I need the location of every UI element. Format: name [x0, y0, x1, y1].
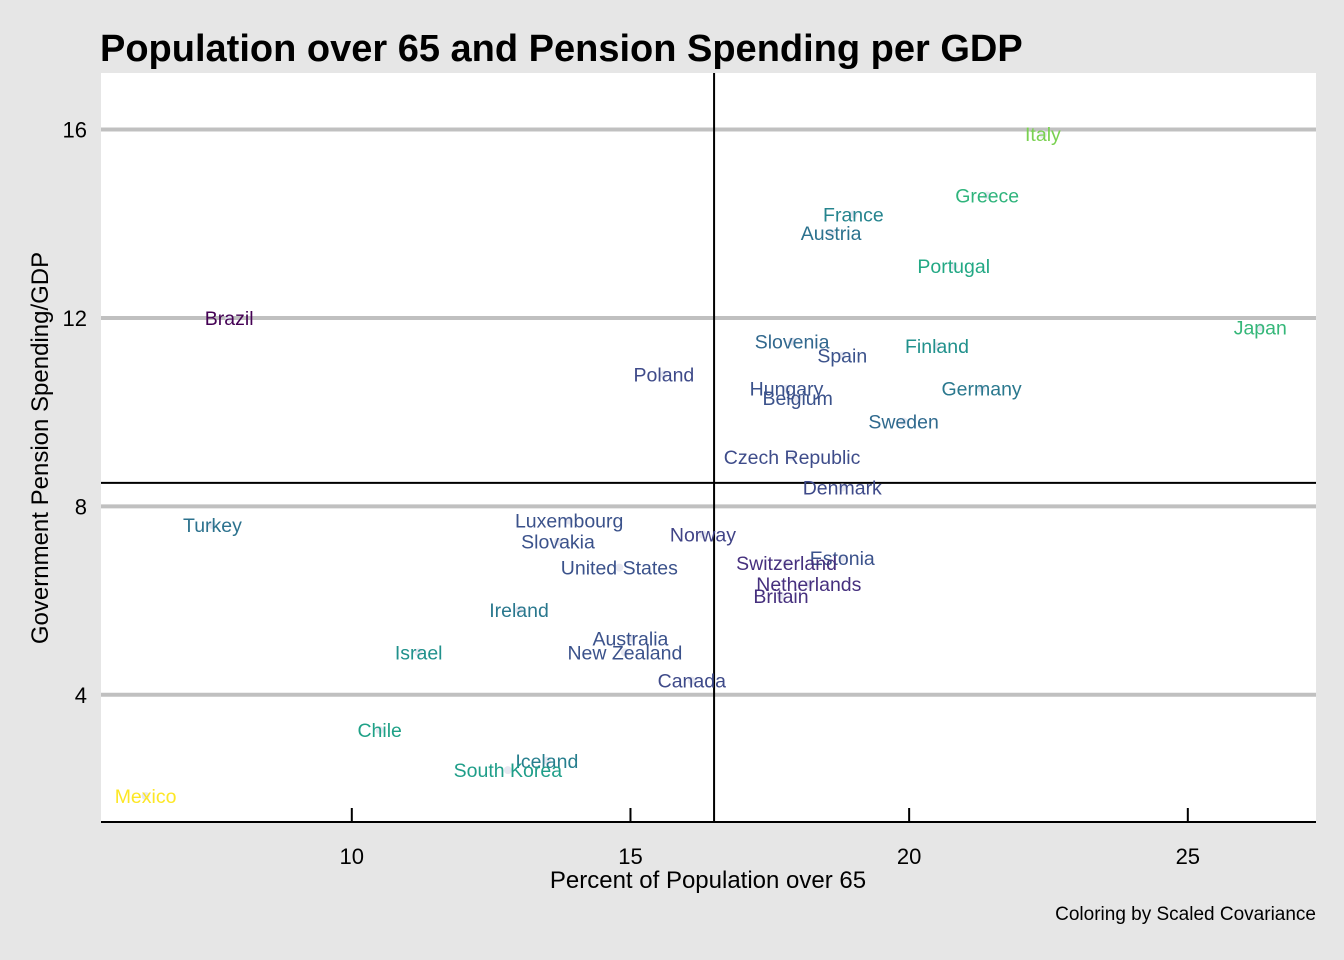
data-point-label: Switzerland: [736, 553, 837, 575]
y-axis-title: Government Pension Spending/GDP: [27, 252, 54, 644]
data-point-label: Finland: [905, 336, 969, 358]
x-tick-label: 25: [1176, 844, 1200, 869]
data-point: [849, 210, 858, 219]
data-point: [1038, 130, 1047, 139]
x-tick-label: 20: [897, 844, 921, 869]
data-point: [620, 648, 629, 657]
data-point-label: Mexico: [115, 786, 177, 808]
grid-lines: [101, 127, 1316, 697]
data-point: [788, 452, 797, 461]
data-point: [225, 313, 234, 322]
data-point-label: Slovenia: [755, 332, 830, 354]
data-point-label: Britain: [753, 586, 808, 608]
data-point-label: Chile: [357, 720, 401, 742]
chart-title: Population over 65 and Pension Spending …: [100, 28, 1023, 70]
data-point: [776, 591, 785, 600]
data-point-label: Japan: [1234, 317, 1287, 339]
data-point: [615, 563, 624, 572]
x-axis-title: Percent of Population over 65: [550, 867, 866, 894]
data-point-label: Belgium: [762, 388, 832, 410]
data-point-label: New Zealand: [567, 642, 682, 664]
data-point-label: Italy: [1025, 124, 1061, 146]
data-point: [659, 370, 668, 379]
data-point-label: Poland: [634, 364, 695, 386]
axes: 4 8 12 16 10 15 20 25: [63, 118, 1316, 869]
data-point-label: Austria: [801, 223, 862, 245]
data-point: [208, 521, 217, 530]
data-point: [838, 483, 847, 492]
data-point: [542, 756, 551, 765]
data-point-label: United States: [561, 558, 678, 580]
data-point-label: France: [823, 204, 884, 226]
y-tick-label: 16: [63, 118, 87, 143]
data-point: [141, 792, 150, 801]
data-point: [375, 726, 384, 735]
data-point: [983, 191, 992, 200]
x-tick-label: 10: [340, 844, 364, 869]
data-point: [788, 337, 797, 346]
data-point: [565, 516, 574, 525]
data-point-label: Ireland: [489, 600, 549, 622]
data-point: [554, 537, 563, 546]
data-point-label: Australia: [593, 628, 669, 650]
data-point-label: Hungary: [750, 379, 824, 401]
data-point: [793, 394, 802, 403]
data-point: [827, 229, 836, 238]
data-point: [838, 351, 847, 360]
x-tick-label: 15: [618, 844, 642, 869]
data-point: [626, 634, 635, 643]
data-point-label: Denmark: [803, 478, 882, 500]
data-point-label: Slovakia: [521, 532, 595, 554]
data-point: [804, 580, 813, 589]
data-point-label: Turkey: [183, 515, 242, 537]
data-point: [899, 417, 908, 426]
data-point-label: Portugal: [917, 256, 990, 278]
data-point-label: Netherlands: [756, 574, 861, 596]
reference-lines: [101, 73, 1316, 822]
data-point: [1256, 323, 1265, 332]
data-point-label: Norway: [670, 525, 736, 547]
data-point-label: Czech Republic: [724, 447, 861, 469]
data-point: [698, 530, 707, 539]
data-point-label: South Korea: [454, 760, 563, 782]
data-point-label: Germany: [941, 379, 1021, 401]
data-point: [949, 262, 958, 271]
data-point: [687, 676, 696, 685]
data-point: [933, 342, 942, 351]
data-point: [414, 648, 423, 657]
data-point: [977, 384, 986, 393]
data-point: [782, 558, 791, 567]
chart-caption: Coloring by Scaled Covariance: [1055, 904, 1316, 925]
data-point-label: Luxembourg: [515, 511, 623, 533]
data-point-label: Brazil: [205, 308, 254, 330]
y-tick-label: 8: [75, 494, 87, 519]
data-point: [515, 606, 524, 615]
y-tick-label: 4: [75, 683, 87, 708]
data-point-label: Estonia: [810, 548, 875, 570]
data-point: [838, 554, 847, 563]
data-point-label: Sweden: [868, 412, 938, 434]
data-point-label: Spain: [817, 346, 867, 368]
data-point-label: Israel: [395, 642, 443, 664]
data-point-label: Greece: [955, 185, 1019, 207]
data-point-label: Iceland: [515, 751, 578, 773]
plot-panel: [101, 73, 1316, 822]
y-tick-label: 12: [63, 306, 87, 331]
data-point-label: Canada: [658, 671, 726, 693]
data-point: [503, 766, 512, 775]
data-point: [782, 384, 791, 393]
